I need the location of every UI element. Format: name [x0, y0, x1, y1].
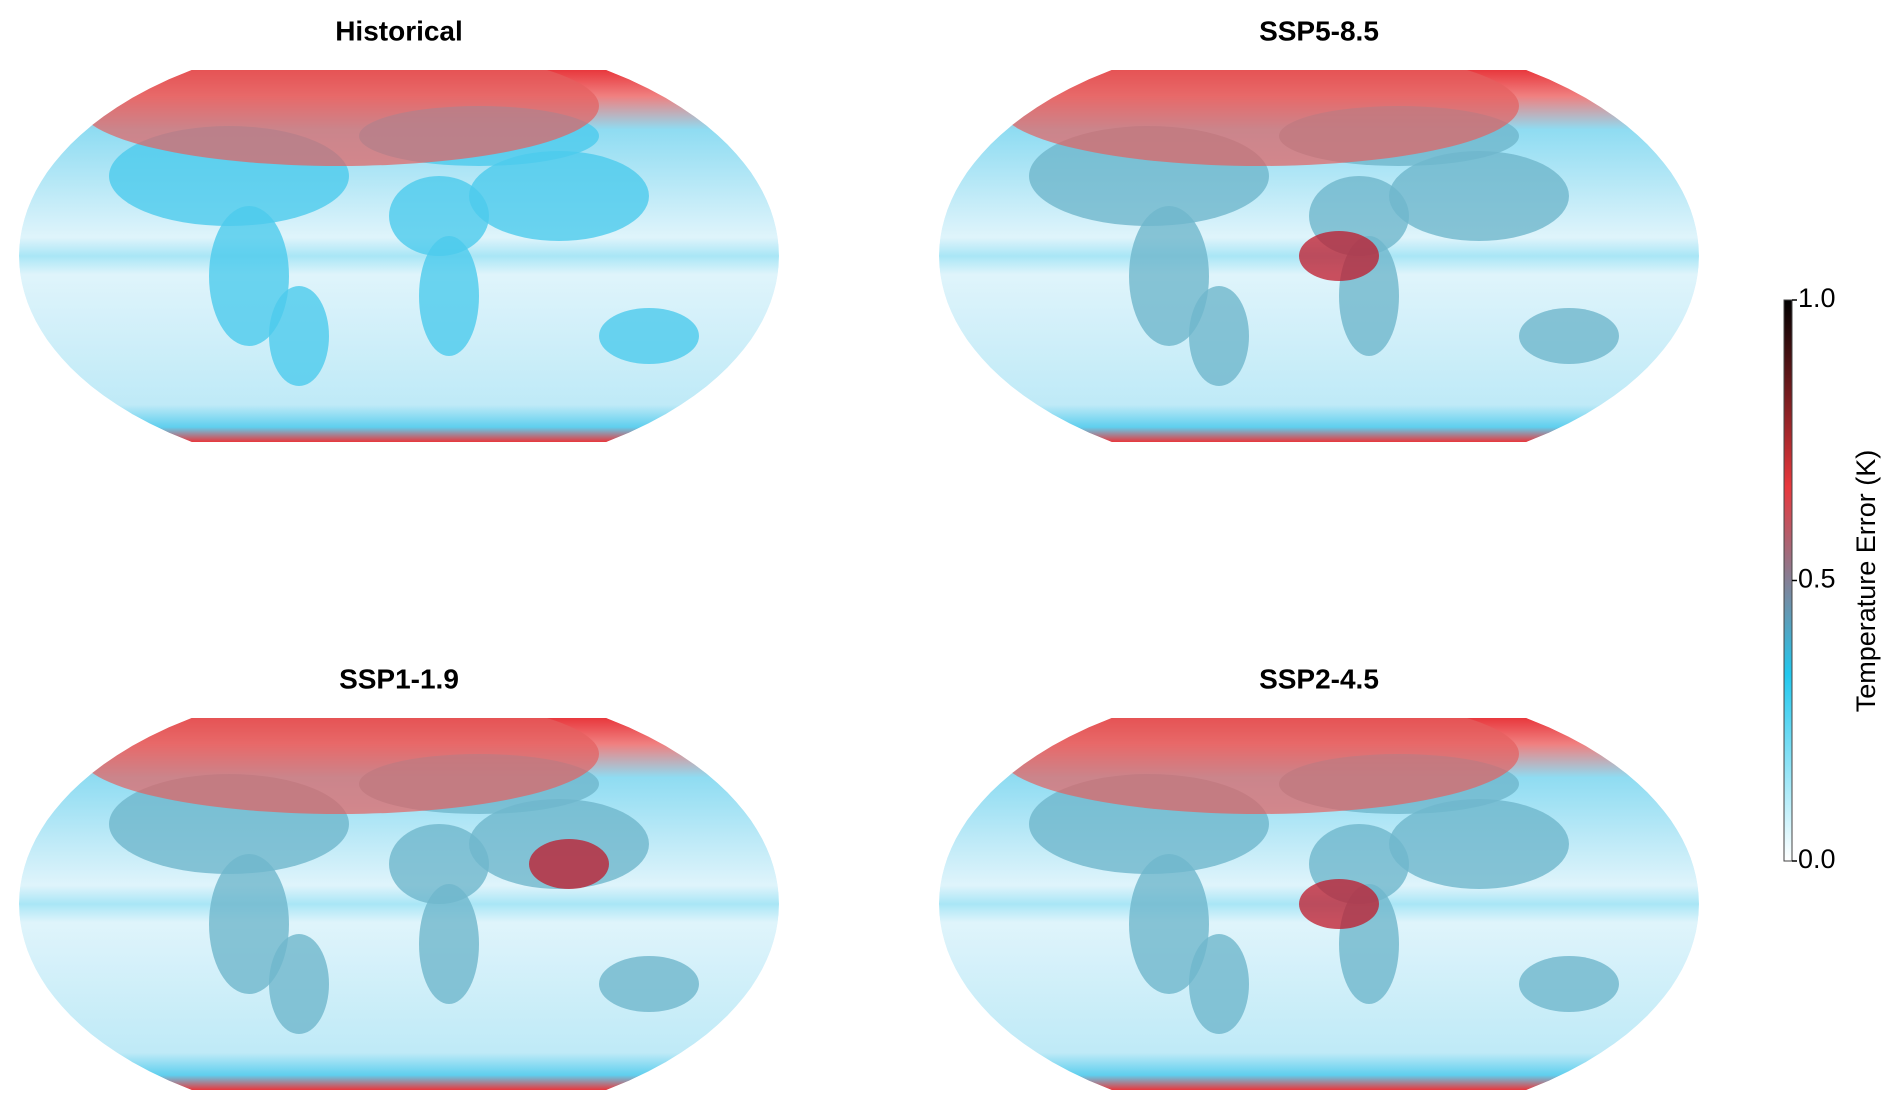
land-region: [1389, 151, 1569, 241]
land-region: [209, 206, 289, 346]
land-region: [1129, 854, 1209, 994]
land-region: [419, 884, 479, 1004]
land-region: [599, 956, 699, 1012]
hot-spot: [1299, 879, 1379, 929]
map-panel: [939, 70, 1699, 442]
land-region: [1389, 799, 1569, 889]
colorbar-label: Temperature Error (K): [1851, 450, 1881, 713]
panel-title: SSP2-4.5: [1259, 663, 1379, 694]
land-region: [79, 718, 599, 814]
map-panel: [939, 718, 1699, 1090]
land-region: [269, 934, 329, 1034]
land-region: [79, 70, 599, 166]
hot-spot: [1299, 231, 1379, 281]
panel-title: SSP1-1.9: [339, 663, 459, 694]
colorbar-tick-label: 0.5: [1798, 564, 1836, 594]
land-region: [389, 176, 489, 256]
land-region: [1189, 286, 1249, 386]
land-region: [1189, 934, 1249, 1034]
land-region: [1129, 206, 1209, 346]
land-region: [469, 151, 649, 241]
land-region: [269, 286, 329, 386]
land-region: [209, 854, 289, 994]
land-region: [389, 824, 489, 904]
colorbar-tick-label: 1.0: [1798, 283, 1836, 313]
panel-title: SSP5-8.5: [1259, 15, 1379, 46]
land-region: [599, 308, 699, 364]
panel-title: Historical: [335, 15, 463, 46]
map-panel: [19, 718, 779, 1090]
colorbar-tick-label: 0.0: [1798, 844, 1836, 874]
hot-spot: [529, 839, 609, 889]
land-region: [1519, 956, 1619, 1012]
land-region: [999, 718, 1519, 814]
map-panel: [19, 70, 779, 442]
land-region: [419, 236, 479, 356]
land-region: [1519, 308, 1619, 364]
colorbar: [1783, 299, 1793, 862]
land-region: [999, 70, 1519, 166]
